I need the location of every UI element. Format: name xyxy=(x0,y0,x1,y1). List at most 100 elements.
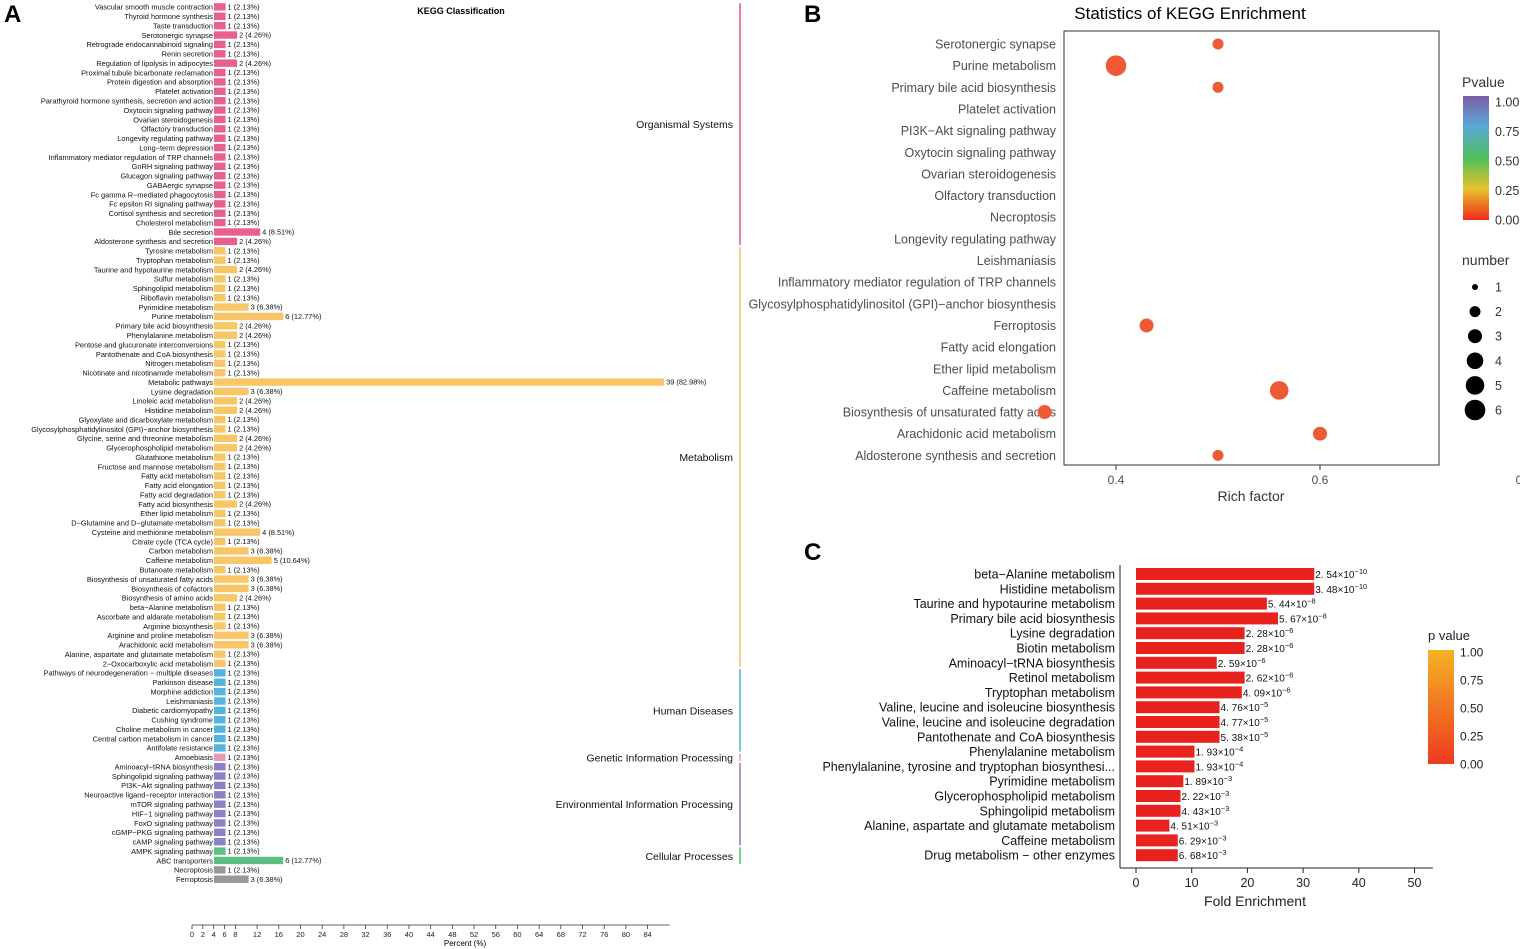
data-label: 1 (2.13%) xyxy=(228,518,260,527)
pvalue-exponent: −8 xyxy=(1318,611,1327,620)
bar xyxy=(214,500,238,508)
category-label: Parkinson disease xyxy=(153,678,213,687)
category-label: Glyoxylate and dicarboxylate metabolism xyxy=(79,415,213,424)
pvalue-label: 6. 68×10−3 xyxy=(1179,848,1227,862)
category-label: Olfactory transduction xyxy=(141,125,213,134)
category-label: Arachidonic acid metabolism xyxy=(119,641,213,650)
bar xyxy=(214,641,249,649)
data-label: 1 (2.13%) xyxy=(228,199,260,208)
data-label: 1 (2.13%) xyxy=(228,715,260,724)
bar xyxy=(1136,686,1242,699)
pvalue-mantissa: 1. 93 xyxy=(1195,762,1218,773)
data-label: 2 (4.26%) xyxy=(239,59,271,68)
bar xyxy=(214,744,226,752)
panel-a: A KEGG Classification Vascular smooth mu… xyxy=(4,1,741,948)
category-label: cGMP−PKG signaling pathway xyxy=(112,828,214,837)
pvalue-times-ten: ×10 xyxy=(1240,659,1257,670)
data-label: 3 (6.38%) xyxy=(251,584,283,593)
y-tick-label: Pantothenate and CoA biosynthesis xyxy=(917,730,1115,744)
category-label: ABC transporters xyxy=(156,856,213,865)
bar xyxy=(1136,582,1315,595)
y-tick-label: Taurine and hypotaurine metabolism xyxy=(913,597,1115,611)
category-label: Glycine, serine and threonine metabolism xyxy=(77,434,213,443)
category-label: AMPK signaling pathway xyxy=(131,847,213,856)
data-label: 4 (8.51%) xyxy=(262,528,294,537)
pvalue-exponent: −5 xyxy=(1260,730,1269,739)
pvalue-times-ten: ×10 xyxy=(1268,629,1285,640)
y-tick-label: Ether lipid metabolism xyxy=(933,362,1056,376)
bar xyxy=(1136,775,1184,788)
pvalue-mantissa: 6. 29 xyxy=(1179,836,1202,847)
data-label: 39 (82.98%) xyxy=(666,378,706,387)
bar xyxy=(214,340,226,349)
pvalue-times-ten: ×10 xyxy=(1337,585,1354,596)
bar xyxy=(214,312,284,321)
pvalue-exponent: −3 xyxy=(1210,819,1219,828)
panel-b-x-axis: 0.40.60.81.0 xyxy=(1108,465,1520,487)
bar xyxy=(214,143,226,152)
size-legend-label: 4 xyxy=(1495,354,1502,368)
bar xyxy=(214,31,238,39)
data-label: 1 (2.13%) xyxy=(228,415,260,424)
bar xyxy=(1136,568,1315,580)
bar xyxy=(214,106,226,114)
pvalue-mantissa: 3. 48 xyxy=(1315,585,1338,596)
panel-b-number-legend-title: number xyxy=(1462,252,1510,268)
category-label: Tyrosine metabolism xyxy=(145,247,213,256)
panel-c-legend-title: p value xyxy=(1428,628,1470,643)
pvalue-exponent: −6 xyxy=(1285,671,1294,680)
bar xyxy=(1136,790,1181,802)
category-label: Aminoacyl−tRNA biosynthesis xyxy=(115,762,214,771)
pvalue-mantissa: 4. 77 xyxy=(1221,718,1244,729)
data-label: 1 (2.13%) xyxy=(228,134,260,143)
bar xyxy=(214,594,238,602)
category-label: Fc epsilon RI signaling pathway xyxy=(109,200,213,209)
pvalue-exponent: −3 xyxy=(1218,848,1227,857)
y-tick-label: Primary bile acid biosynthesis xyxy=(950,612,1115,626)
bar xyxy=(1136,849,1178,862)
category-label: GnRH signaling pathway xyxy=(132,162,214,171)
panel-a-letter: A xyxy=(4,1,21,28)
category-label: Fatty acid metabolism xyxy=(141,472,213,481)
data-label: 1 (2.13%) xyxy=(228,256,260,265)
category-label: Biosynthesis of unsaturated fatty acids xyxy=(87,575,213,584)
y-tick-label: Olfactory transduction xyxy=(934,189,1056,203)
pvalue-times-ten: ×10 xyxy=(1218,748,1235,759)
x-tick-label: 0 xyxy=(1133,876,1140,890)
data-label: 1 (2.13%) xyxy=(228,490,260,499)
category-label: Cushing syndrome xyxy=(151,716,213,725)
bar xyxy=(214,162,226,171)
bar xyxy=(1136,656,1217,669)
panel-c-colorbar xyxy=(1428,650,1454,764)
pvalue-mantissa: 2. 59 xyxy=(1218,659,1241,670)
pvalue-label: 1. 93×10−4 xyxy=(1195,759,1243,773)
category-label: Glycerophospholipid metabolism xyxy=(106,444,213,453)
bar xyxy=(214,697,226,705)
bar xyxy=(214,3,226,11)
bar xyxy=(214,50,226,58)
bar xyxy=(214,725,226,733)
category-label: Ovarian steroidogenesis xyxy=(133,115,213,124)
size-legend-label: 2 xyxy=(1495,305,1502,319)
data-label: 1 (2.13%) xyxy=(228,462,260,471)
category-label: Phenylalanine metabolism xyxy=(127,331,213,340)
data-label: 1 (2.13%) xyxy=(228,368,260,377)
panel-b-title: Statistics of KEGG Enrichment xyxy=(1074,4,1306,23)
pvalue-times-ten: ×10 xyxy=(1265,688,1282,699)
y-tick-label: Valine, leucine and isoleucine biosynthe… xyxy=(879,701,1115,715)
bar xyxy=(1136,612,1279,625)
bar xyxy=(214,96,226,105)
data-label: 1 (2.13%) xyxy=(228,218,260,227)
pvalue-mantissa: 5. 38 xyxy=(1221,733,1244,744)
bar xyxy=(1136,597,1267,610)
pvalue-mantissa: 1. 93 xyxy=(1195,748,1218,759)
panel-a-title: KEGG Classification xyxy=(417,6,505,16)
bar xyxy=(214,800,226,808)
pvalue-mantissa: 2. 54 xyxy=(1315,570,1338,581)
data-label: 1 (2.13%) xyxy=(228,40,260,49)
x-tick-label: 6 xyxy=(222,930,226,939)
data-label: 1 (2.13%) xyxy=(228,744,260,753)
bar xyxy=(214,415,226,424)
pvalue-label: 2. 22×10−3 xyxy=(1182,789,1230,803)
